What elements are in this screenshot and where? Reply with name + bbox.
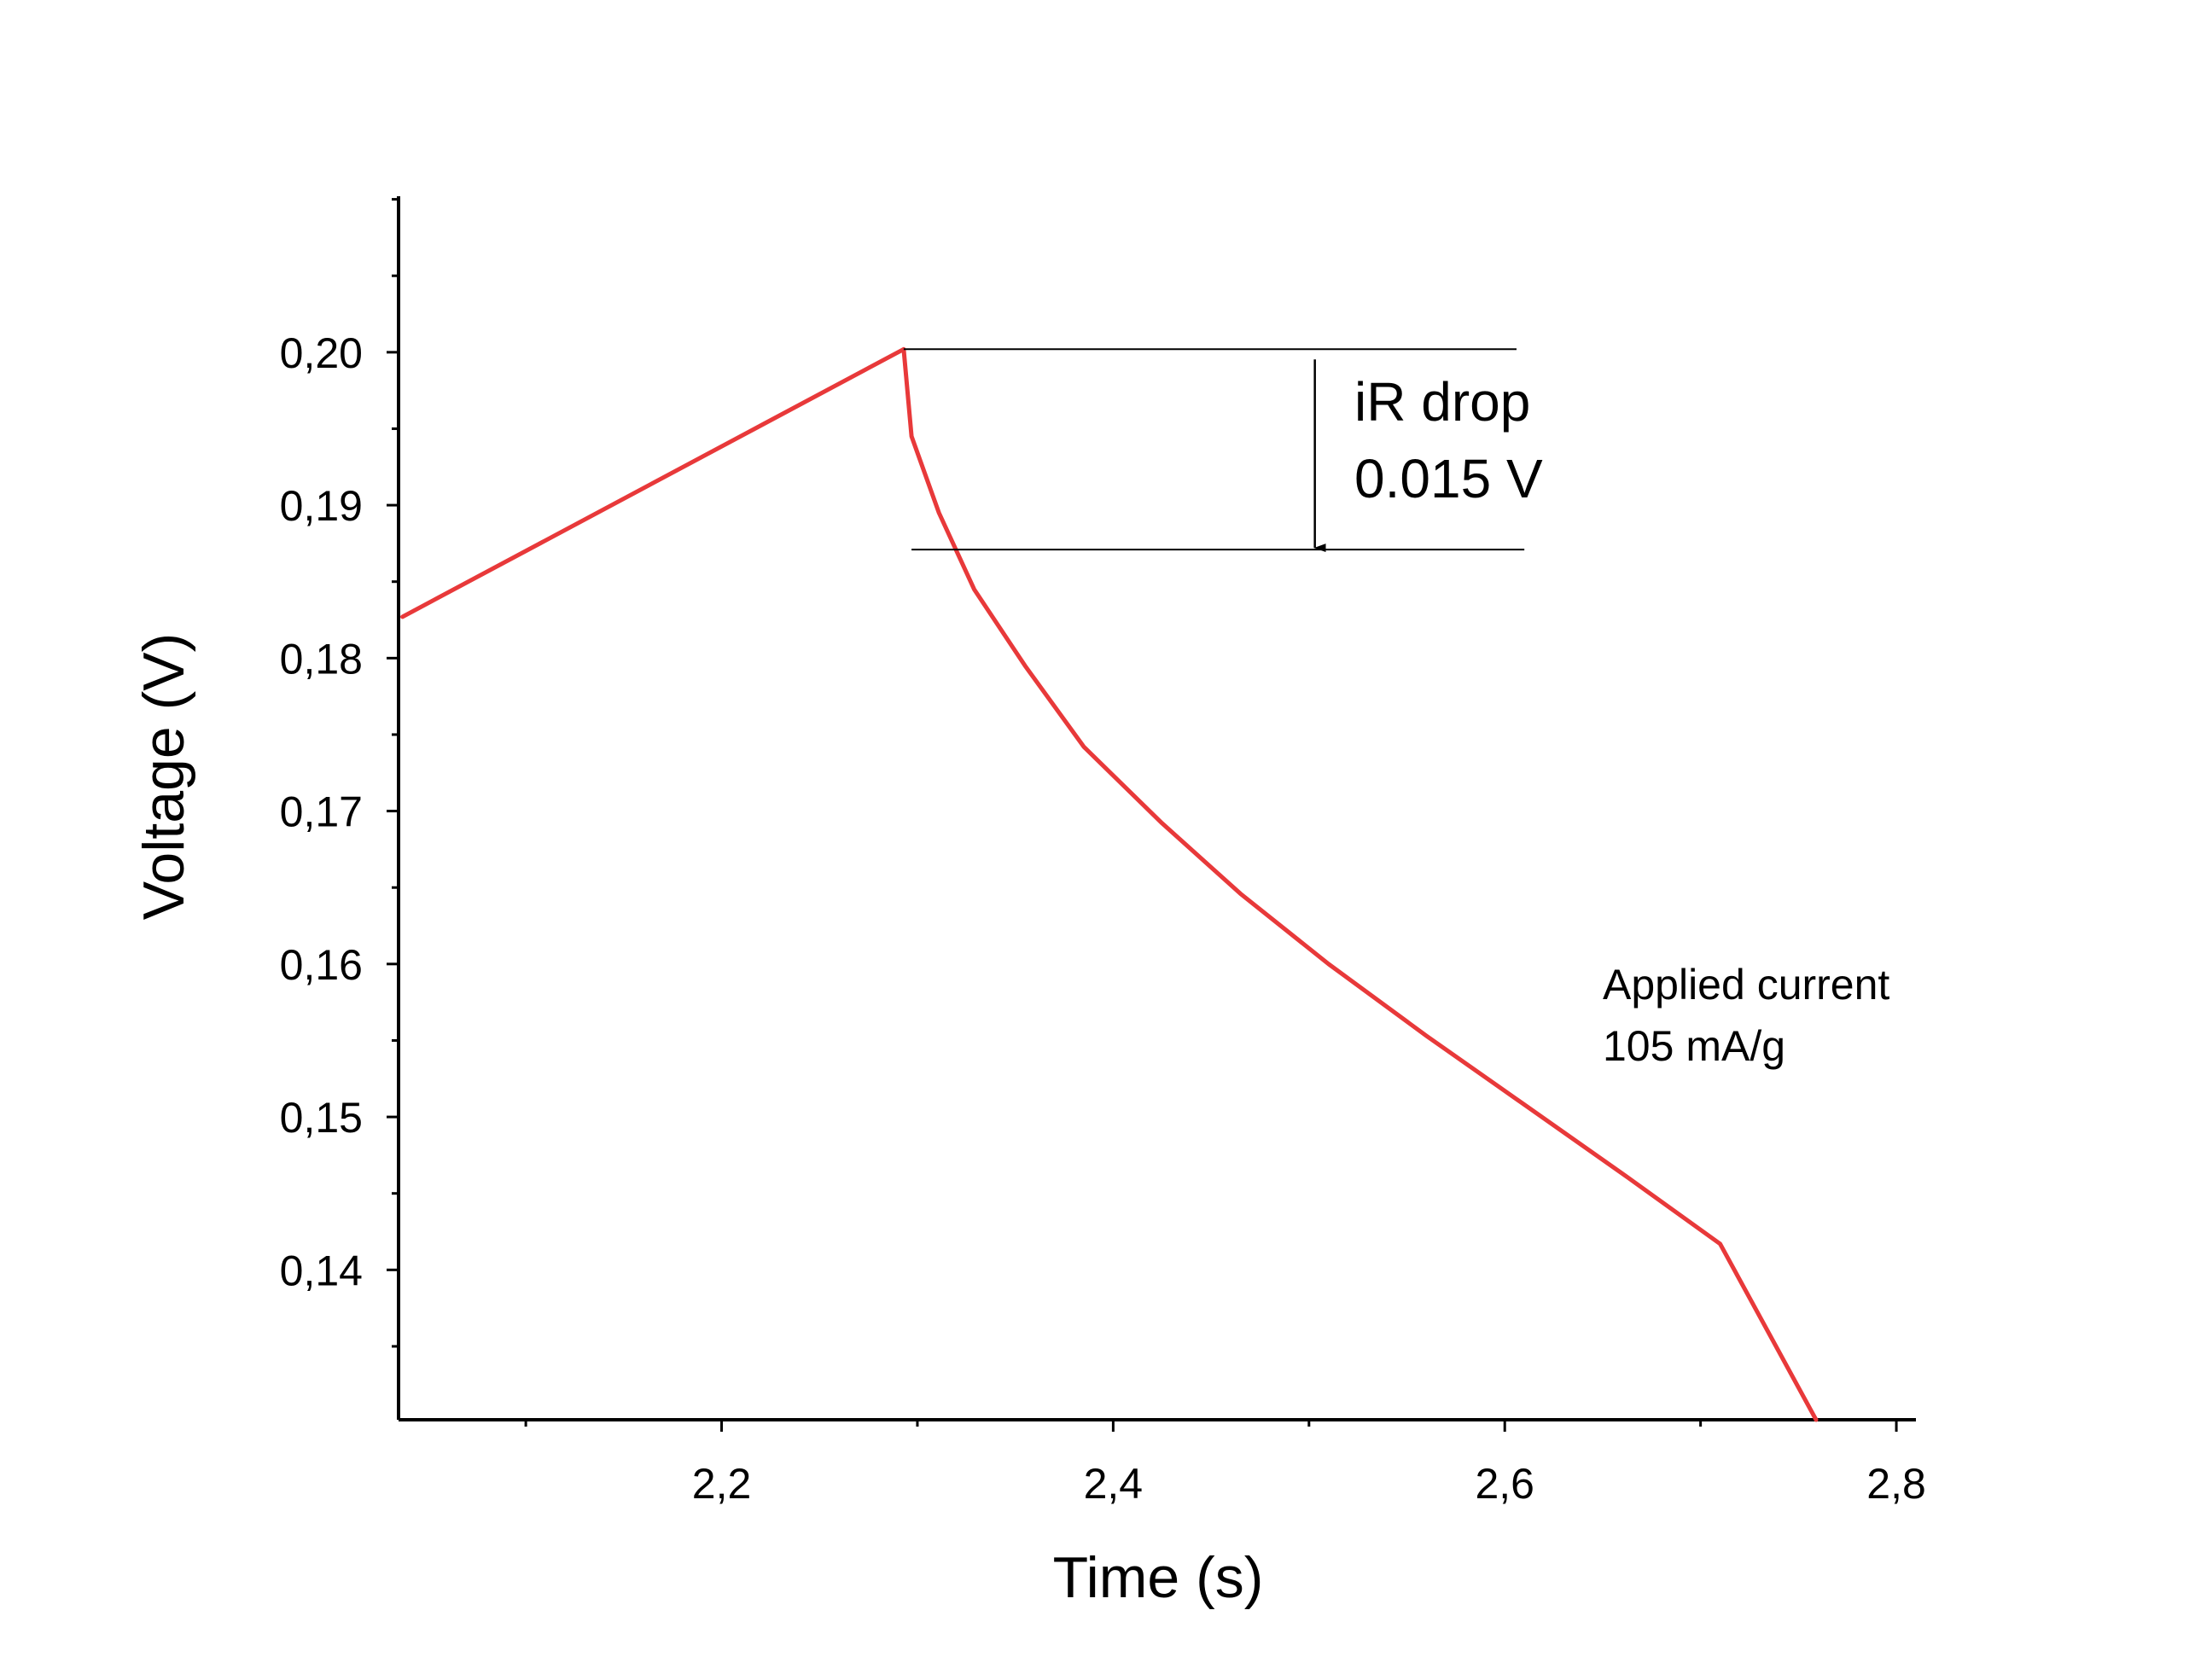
series-group: [400, 346, 1819, 1422]
y-tick-label: 0,19: [280, 482, 363, 530]
ir-drop-value: 0.015 V: [1354, 448, 1543, 509]
y-tick-label: 0,14: [280, 1247, 363, 1294]
x-axis-title: Time (s): [1053, 1545, 1264, 1610]
x-tick-label: 2,6: [1475, 1460, 1534, 1508]
x-tick-label: 2,4: [1084, 1460, 1144, 1508]
annotations: iR drop 0.015 V Applied current 105 mA/g: [903, 348, 1889, 1070]
voltage-series-line: [400, 346, 1819, 1422]
y-axis-title: Voltage (V): [131, 633, 196, 920]
applied-current-value: 105 mA/g: [1603, 1022, 1785, 1070]
y-tick-label: 0,16: [280, 941, 363, 989]
axes: 2,2 2,4 2,6 2,8 0,14 0,15 0,16 0,17 0,18 0,19 0,20: [280, 196, 1926, 1508]
y-tick-label: 0,20: [280, 329, 363, 377]
x-tick-label: 2,8: [1866, 1460, 1926, 1508]
y-tick-label: 0,18: [280, 635, 363, 683]
ir-drop-label: iR drop: [1354, 371, 1530, 433]
y-tick-label: 0,17: [280, 788, 363, 836]
x-tick-label: 2,2: [692, 1460, 752, 1508]
y-tick-label: 0,15: [280, 1094, 363, 1142]
applied-current-label: Applied current: [1603, 961, 1889, 1009]
